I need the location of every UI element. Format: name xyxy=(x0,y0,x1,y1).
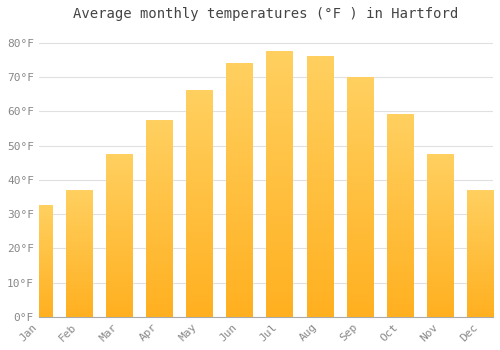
Title: Average monthly temperatures (°F ) in Hartford: Average monthly temperatures (°F ) in Ha… xyxy=(74,7,458,21)
Bar xyxy=(186,91,212,317)
Bar xyxy=(146,120,172,317)
Bar xyxy=(226,63,252,317)
Bar xyxy=(346,77,372,317)
Bar xyxy=(467,190,493,317)
Bar xyxy=(66,190,92,317)
Bar xyxy=(266,51,292,317)
Bar xyxy=(26,205,52,317)
Bar xyxy=(427,154,453,317)
Bar xyxy=(306,56,332,317)
Bar xyxy=(106,154,132,317)
Bar xyxy=(387,115,413,317)
